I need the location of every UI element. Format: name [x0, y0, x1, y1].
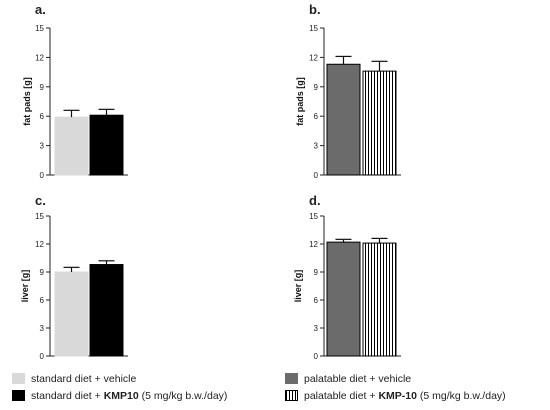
y-tick-label: 12: [309, 53, 318, 62]
chart-d: 0 3 6 9 12 15 liver [g]: [293, 212, 401, 361]
y-axis-label: liver [g]: [20, 270, 30, 303]
y-axis-label: fat pads [g]: [22, 77, 32, 126]
y-tick-label: 3: [40, 142, 45, 151]
bar: [89, 114, 124, 176]
y-axis-label: fat pads [g]: [295, 77, 305, 126]
legend-text: palatable diet + vehicle: [304, 372, 412, 385]
y-tick-label: 3: [314, 142, 319, 151]
panel-d: d. 0 3 6 9 12 15 liver [g]: [275, 190, 550, 390]
panel-label: b.: [309, 2, 321, 17]
legend-text: standard diet + KMP10 (5 mg/kg b.w./day): [31, 389, 228, 402]
bar: [54, 271, 89, 357]
panel-label: d.: [309, 193, 321, 208]
y-tick-label: 0: [314, 352, 319, 361]
y-tick-label: 15: [35, 24, 44, 33]
chart-c: 0 3 6 9 12 15 liver [g]: [20, 212, 128, 361]
y-tick-label: 0: [314, 171, 319, 180]
swatch-light: [12, 373, 25, 384]
y-tick-label: 15: [309, 24, 318, 33]
y-tick-label: 9: [40, 268, 45, 277]
y-tick-label: 12: [35, 53, 44, 62]
bar: [54, 116, 89, 176]
chart-a: 0 3 6 9 12 15 fat pads [g]: [22, 24, 128, 180]
y-tick-label: 3: [40, 324, 45, 333]
bar: [89, 264, 124, 357]
legend-item: palatable diet + KMP-10 (5 mg/kg b.w./da…: [285, 387, 550, 404]
y-tick-label: 6: [314, 296, 319, 305]
y-tick-label: 0: [40, 352, 45, 361]
y-axis-label: liver [g]: [293, 270, 303, 303]
y-tick-label: 15: [35, 212, 44, 221]
y-tick-label: 6: [40, 296, 45, 305]
bar: [326, 241, 361, 357]
y-tick-label: 6: [40, 112, 45, 121]
legend-item: palatable diet + vehicle: [285, 370, 550, 387]
y-tick-label: 9: [40, 83, 45, 92]
legend-item: standard diet + KMP10 (5 mg/kg b.w./day): [12, 387, 282, 404]
y-tick-label: 9: [314, 83, 319, 92]
legend-item: standard diet + vehicle: [12, 370, 282, 387]
y-tick-label: 15: [309, 212, 318, 221]
swatch-striped: [285, 390, 298, 401]
y-tick-label: 12: [35, 240, 44, 249]
legend-text: standard diet + vehicle: [31, 372, 137, 385]
legend-text: palatable diet + KMP-10 (5 mg/kg b.w./da…: [304, 389, 506, 402]
panel-b: b. 0 3 6 9 12 15 fat pads [g]: [275, 0, 550, 200]
y-tick-label: 12: [309, 240, 318, 249]
legend-left: standard diet + vehicle standard diet + …: [12, 370, 282, 404]
panel-label: a.: [35, 2, 46, 17]
bar: [326, 63, 361, 176]
legend-right: palatable diet + vehicle palatable diet …: [285, 370, 550, 404]
panel-a: a. 0 3 6 9 12 15 fat pads [g]: [0, 0, 275, 200]
y-tick-label: 6: [314, 112, 319, 121]
y-tick-label: 3: [314, 324, 319, 333]
panel-c: c. 0 3 6 9 12 15 liver [g]: [0, 190, 275, 390]
y-tick-label: 9: [314, 268, 319, 277]
chart-b: 0 3 6 9 12 15 fat pads [g]: [295, 24, 401, 180]
bar: [362, 70, 397, 176]
swatch-black: [12, 390, 25, 401]
swatch-dark: [285, 373, 298, 384]
y-tick-label: 0: [40, 171, 45, 180]
bar: [362, 242, 397, 357]
panel-label: c.: [35, 193, 46, 208]
